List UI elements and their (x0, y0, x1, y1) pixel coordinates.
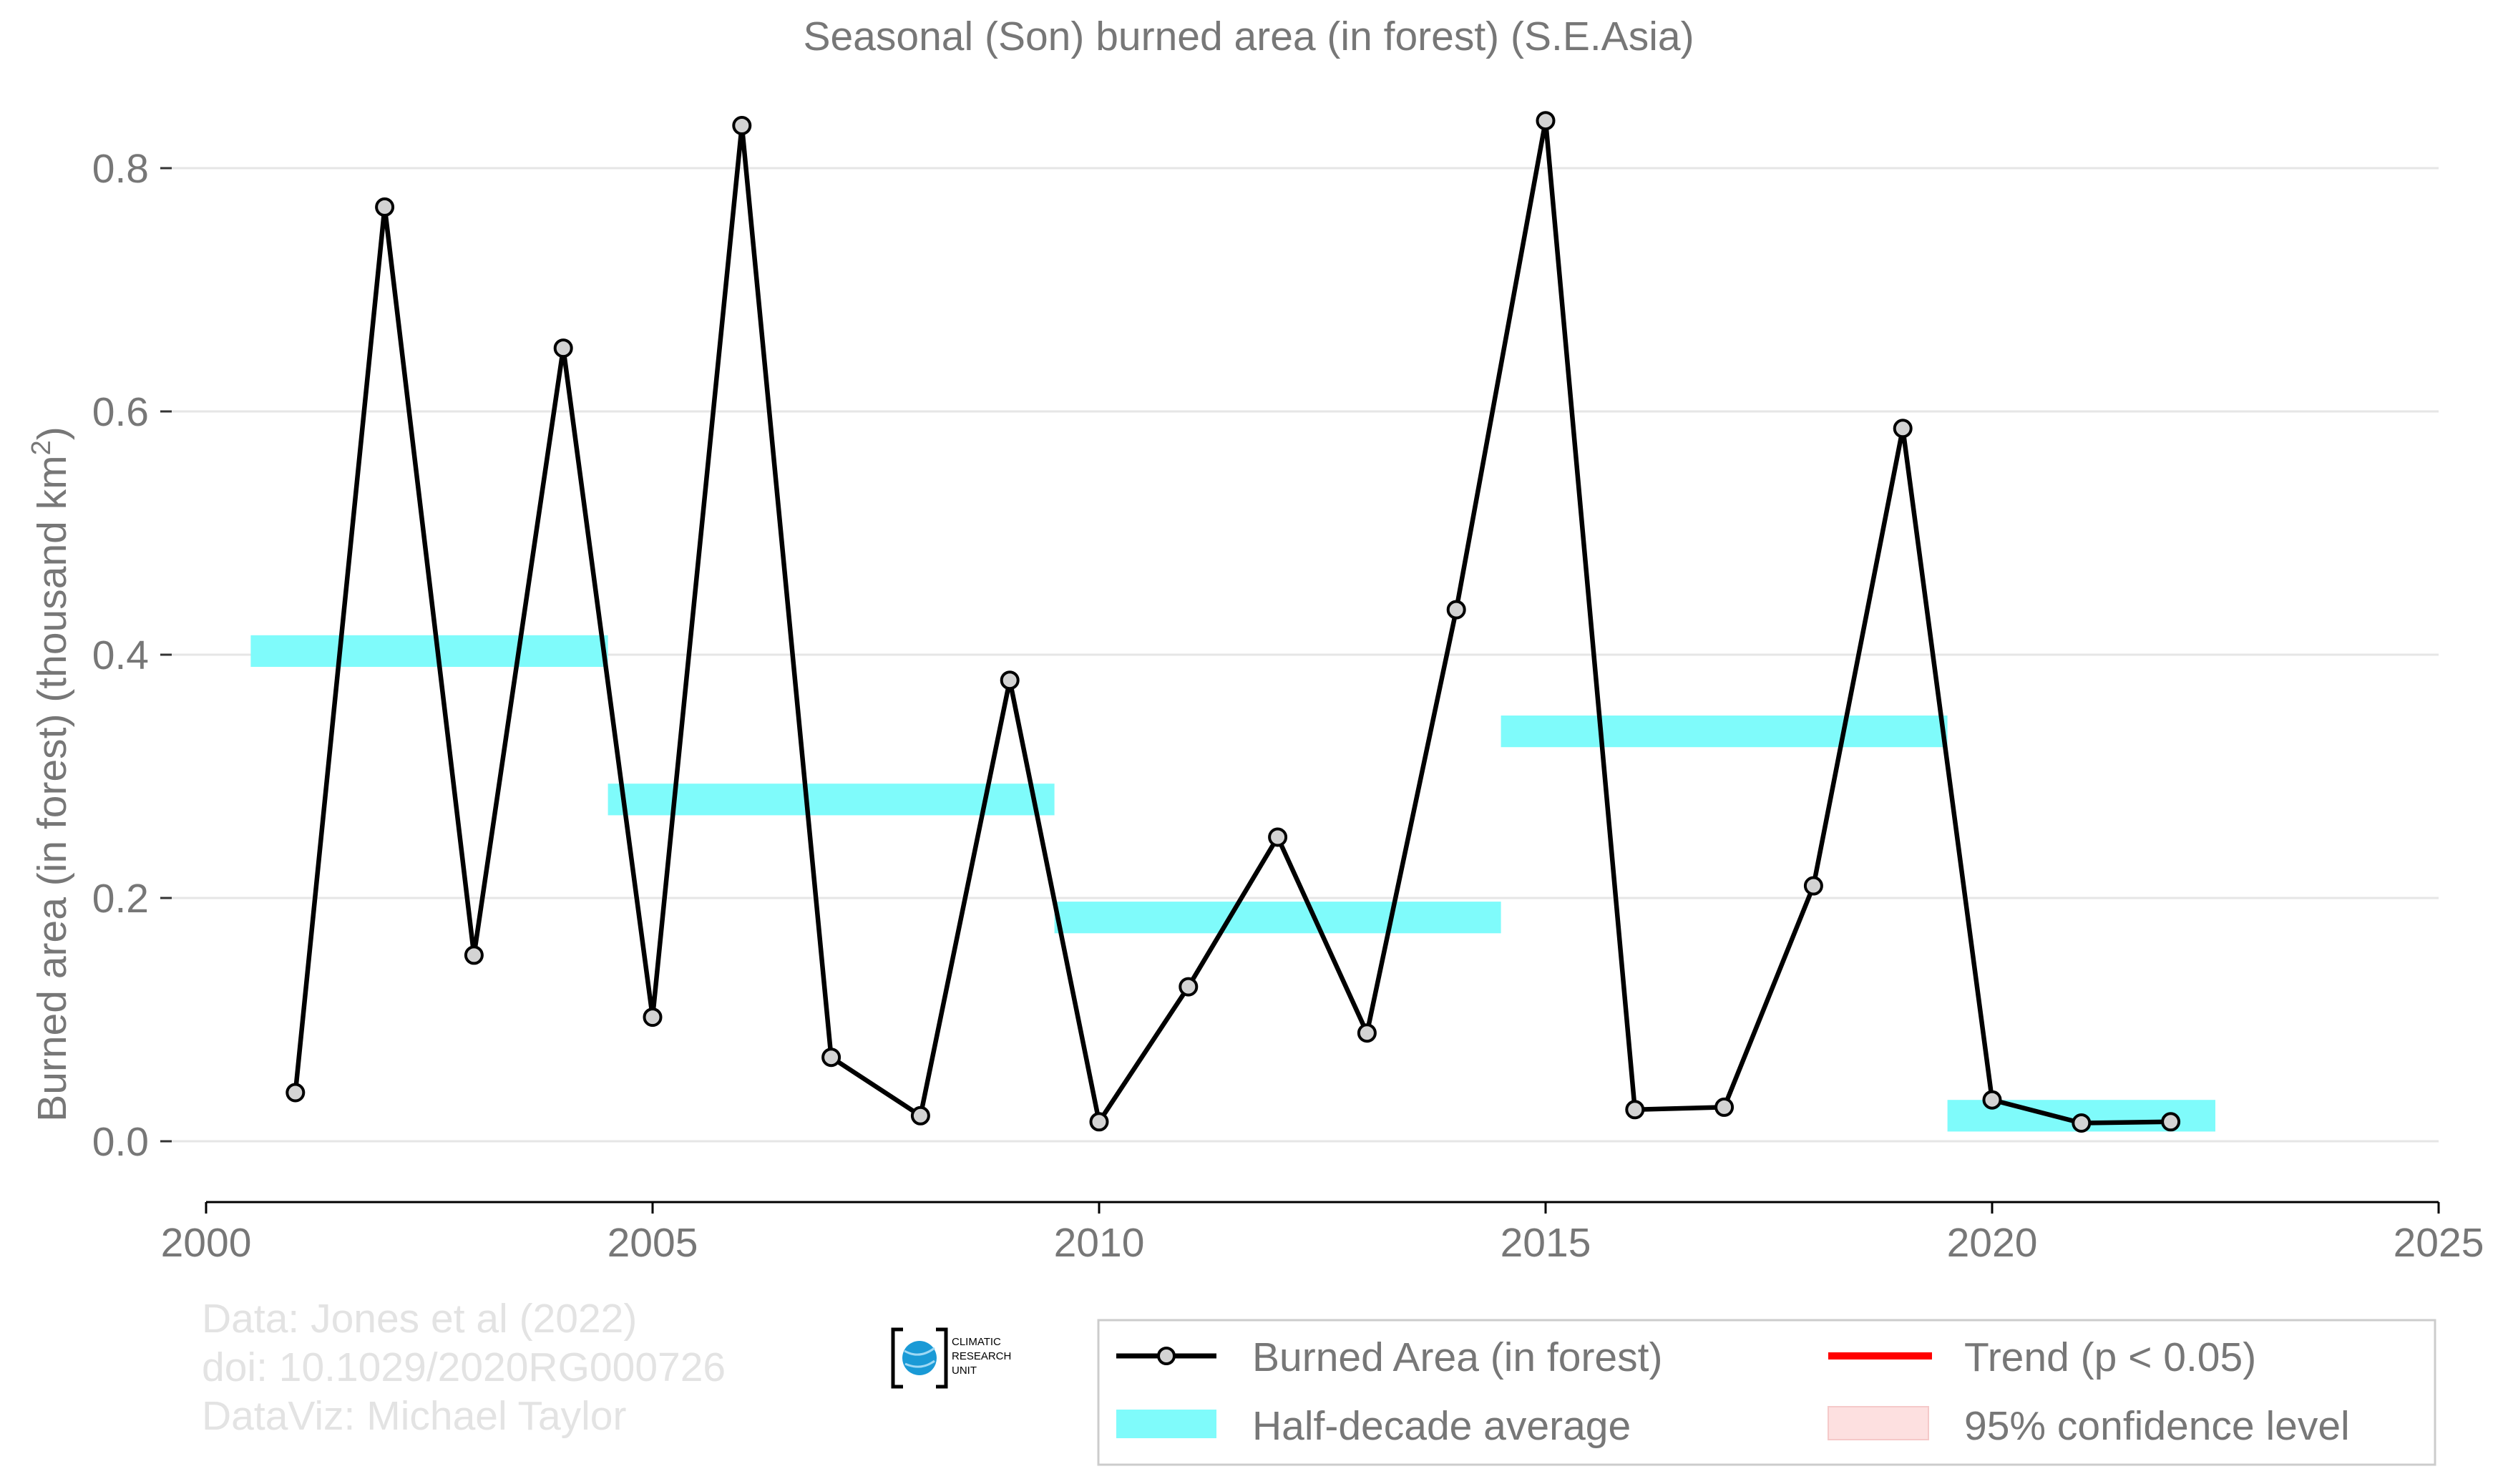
data-point (910, 1105, 930, 1126)
x-tick-label: 2010 (1054, 1220, 1145, 1266)
data-point (1803, 876, 1823, 896)
x-tick-label: 2000 (161, 1220, 252, 1266)
x-tick-label: 2005 (608, 1220, 698, 1266)
y-axis-label-close: ) (29, 426, 75, 440)
x-tick-label: 2025 (2394, 1220, 2484, 1266)
logo-bracket-left (891, 1327, 903, 1389)
data-point (1714, 1097, 1735, 1117)
cru-logo: CLIMATIC RESEARCH UNIT (891, 1327, 1011, 1389)
globe-logo-icon (902, 1341, 937, 1375)
data-point (821, 1048, 841, 1068)
y-tick-label: 0.6 (92, 389, 149, 435)
logo-bracket-right (936, 1327, 948, 1389)
data-point (2161, 1112, 2181, 1132)
x-tick-label: 2020 (1947, 1220, 2038, 1266)
y-tick-label: 0.8 (92, 146, 149, 192)
legend-marker-swatch (1157, 1347, 1176, 1365)
x-tick-label: 2015 (1501, 1220, 1591, 1266)
y-tick-label: 0.2 (92, 876, 149, 922)
half-decade-bars (250, 635, 2215, 1132)
data-point (1179, 977, 1199, 997)
data-point (1446, 600, 1466, 620)
axes: 0.0 0.2 0.4 0.6 0.8 2000 2005 2010 2015 2020 2025 (92, 146, 2484, 1266)
data-point (553, 338, 573, 358)
logo-text-3: UNIT (952, 1365, 977, 1377)
data-point (1357, 1023, 1377, 1043)
data-point (286, 1083, 306, 1103)
data-point (464, 945, 484, 965)
credit-dataviz: DataViz: Michael Taylor (202, 1393, 627, 1439)
y-tick-label: 0.4 (92, 633, 149, 678)
legend-label-burned-area: Burned Area (in forest) (1252, 1334, 1662, 1380)
logo-globe-arc-2 (904, 1359, 935, 1368)
data-point (1536, 111, 1556, 131)
y-axis-label-main: Burned area (in forest) (thousand km (29, 455, 75, 1121)
data-point (1268, 827, 1288, 847)
data-point (375, 197, 395, 217)
legend-label-confidence: 95% confidence level (1964, 1403, 2350, 1449)
half-decade-bar (1501, 716, 1948, 748)
data-point (643, 1007, 663, 1027)
credit-data-source: Data: Jones et al (2022) (202, 1296, 637, 1342)
data-point (1000, 670, 1020, 690)
credit-doi: doi: 10.1029/2020RG000726 (202, 1344, 726, 1390)
legend-label-trend: Trend (p < 0.05) (1964, 1334, 2256, 1380)
logo-text-1: CLIMATIC (952, 1336, 1001, 1348)
data-point (2072, 1113, 2092, 1133)
data-point (1625, 1100, 1645, 1120)
half-decade-bar (250, 635, 608, 667)
legend-label-half-decade: Half-decade average (1252, 1403, 1631, 1449)
data-point (732, 116, 752, 135)
y-tick-label: 0.0 (92, 1119, 149, 1165)
logo-text-2: RESEARCH (952, 1350, 1011, 1362)
logo-globe-arc (904, 1347, 935, 1356)
legend-confidence-swatch (1828, 1406, 1929, 1440)
data-point (1982, 1090, 2002, 1110)
y-axis-label: Burned area (in forest) (thousand km2) (26, 426, 75, 1122)
burned-area-line (293, 118, 2171, 1126)
half-decade-bar (608, 784, 1055, 816)
burned-area-series (286, 111, 2181, 1133)
legend-half-decade-swatch (1116, 1410, 1216, 1438)
y-axis-label-superscript: 2 (26, 440, 57, 455)
half-decade-bar (1054, 902, 1501, 934)
data-point (1893, 419, 1913, 439)
legend: Burned Area (in forest) Trend (p < 0.05)… (1097, 1319, 2436, 1466)
credits: Data: Jones et al (2022) doi: 10.1029/20… (202, 1296, 726, 1439)
legend-box (1097, 1319, 2436, 1466)
chart-title: Seasonal (Son) burned area (in forest) (… (803, 14, 1694, 59)
data-point (1089, 1112, 1109, 1132)
